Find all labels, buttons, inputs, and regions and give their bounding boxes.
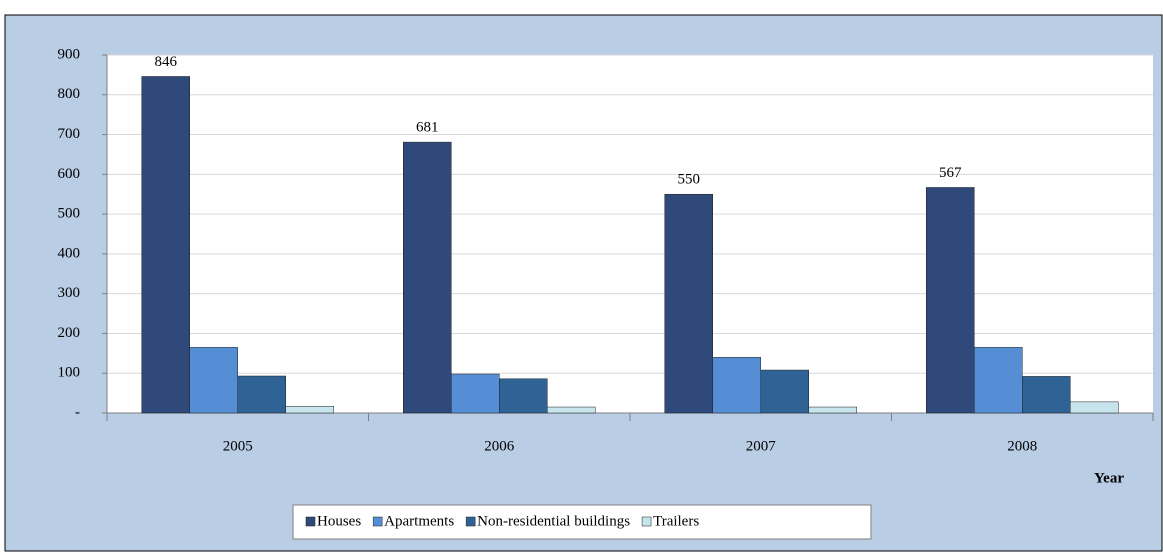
- data-label: 681: [416, 120, 439, 136]
- bar: [760, 369, 809, 414]
- x-tick-label: 2008: [1007, 438, 1037, 454]
- legend-swatch: [641, 516, 652, 527]
- bar: [451, 373, 500, 414]
- y-tick-label: 700: [58, 126, 81, 142]
- bar: [547, 406, 596, 414]
- y-tick-label: 300: [58, 285, 81, 301]
- y-tick-label: 600: [58, 166, 81, 182]
- data-label: 550: [678, 172, 701, 188]
- legend-label: Trailers: [653, 513, 699, 529]
- data-label: 846: [155, 54, 178, 70]
- legend-label: Houses: [317, 513, 361, 529]
- legend-swatch: [372, 516, 383, 527]
- legend-swatch: [305, 516, 316, 527]
- y-tick-label: 500: [58, 206, 81, 222]
- y-tick-label: 100: [58, 365, 81, 381]
- bar: [237, 375, 286, 414]
- y-tick-label: 800: [58, 86, 81, 102]
- bar: [141, 76, 190, 414]
- x-tick-label: 2007: [746, 438, 777, 454]
- x-tick-label: 2006: [484, 438, 515, 454]
- legend-swatch: [465, 516, 476, 527]
- bar: [808, 406, 857, 414]
- y-tick-label: 200: [58, 325, 81, 341]
- x-axis-label: Year: [1094, 470, 1124, 486]
- bar: [1022, 376, 1071, 414]
- y-tick-label: 900: [58, 46, 81, 62]
- bar: [285, 405, 334, 414]
- legend: [292, 504, 872, 540]
- y-tick-label: 400: [58, 245, 81, 261]
- legend-label: Apartments: [384, 513, 454, 529]
- y-tick-label: -: [75, 404, 80, 420]
- bar: [189, 347, 238, 414]
- bar: [403, 141, 452, 414]
- bar: [664, 193, 713, 414]
- bar: [974, 347, 1023, 414]
- data-label: 567: [939, 165, 962, 181]
- legend-label: Non-residential buildings: [477, 513, 630, 529]
- bar: [499, 378, 548, 414]
- x-tick-label: 2005: [223, 438, 253, 454]
- bar: [926, 187, 975, 414]
- bar: [712, 357, 761, 414]
- bar: [1070, 401, 1119, 414]
